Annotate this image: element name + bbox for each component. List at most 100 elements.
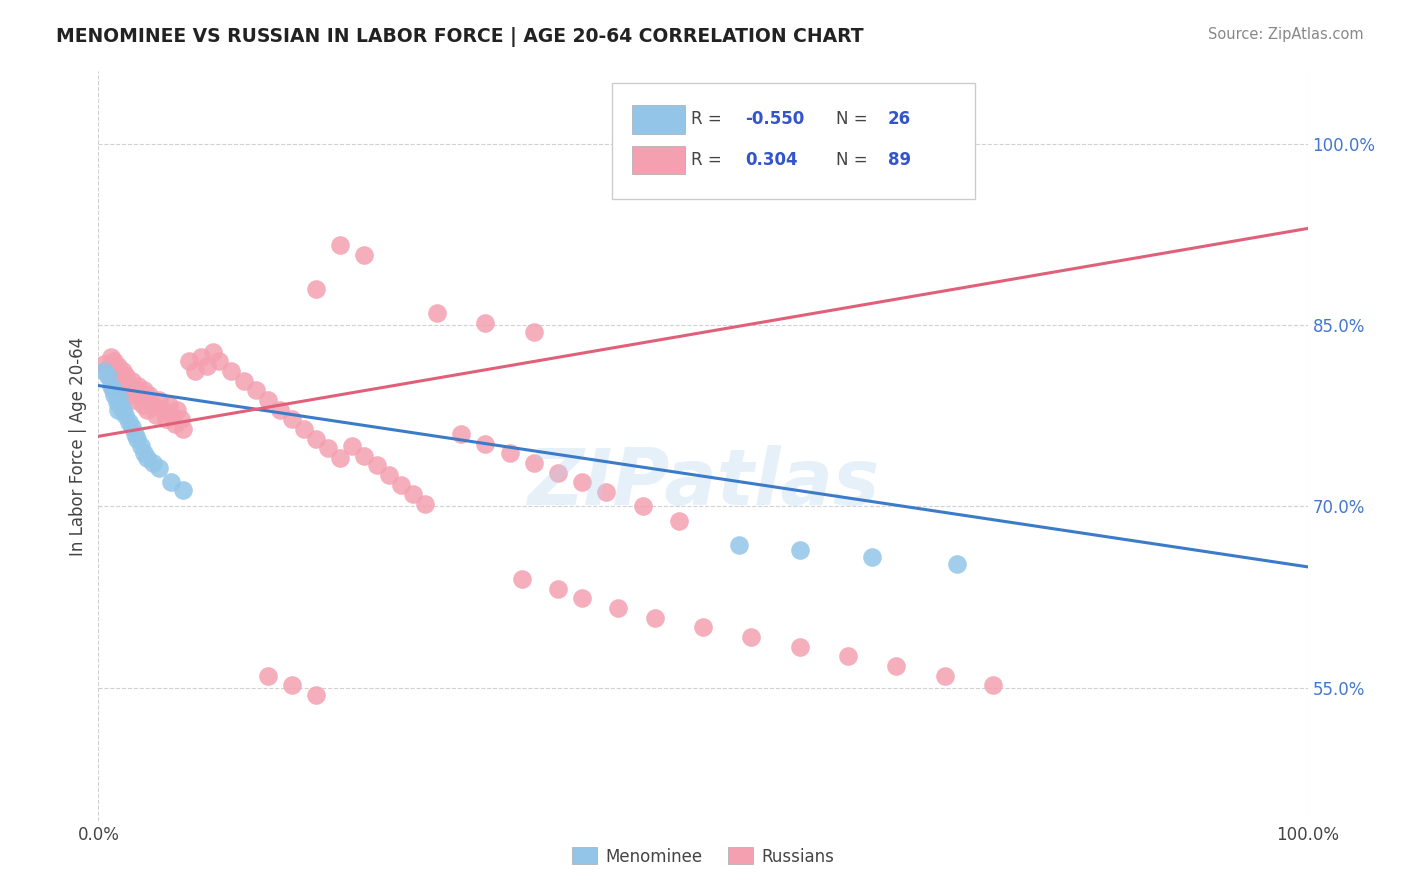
Point	[121, 419, 143, 434]
Point	[510, 572, 533, 586]
Point	[631, 500, 654, 514]
Point	[107, 359, 129, 374]
Point	[946, 558, 969, 572]
Point	[547, 466, 569, 480]
Point	[305, 282, 328, 296]
Point	[103, 354, 125, 368]
Point	[329, 238, 352, 252]
Point	[157, 398, 180, 412]
Point	[305, 688, 328, 702]
Point	[108, 398, 131, 412]
Point	[148, 460, 170, 475]
Point	[837, 649, 859, 664]
Point	[155, 412, 177, 426]
Point	[160, 408, 183, 422]
Text: ZIPatlas: ZIPatlas	[527, 445, 879, 522]
Point	[108, 378, 131, 392]
Point	[571, 475, 593, 490]
Point	[101, 384, 124, 398]
Y-axis label: In Labor Force | Age 20-64: In Labor Force | Age 20-64	[69, 336, 87, 556]
FancyBboxPatch shape	[631, 105, 685, 134]
Point	[127, 384, 149, 398]
Point	[195, 359, 218, 374]
Point	[232, 374, 254, 388]
Point	[96, 361, 118, 376]
Point	[115, 368, 138, 383]
Point	[135, 451, 157, 466]
Point	[329, 451, 352, 466]
Point	[129, 388, 152, 402]
Point	[245, 384, 267, 398]
Text: 0.304: 0.304	[745, 151, 799, 169]
Point	[129, 439, 152, 453]
Point	[281, 412, 304, 426]
Point	[105, 395, 128, 409]
Point	[111, 364, 134, 378]
Point	[316, 442, 339, 456]
Point	[101, 364, 124, 378]
Point	[353, 449, 375, 463]
Point	[789, 543, 811, 558]
Point	[342, 439, 364, 453]
Point	[571, 591, 593, 606]
Point	[127, 432, 149, 446]
Point	[305, 432, 328, 446]
Point	[789, 640, 811, 654]
Point	[256, 668, 278, 682]
Point	[179, 354, 201, 368]
Point	[163, 417, 186, 432]
Point	[134, 446, 156, 460]
Point	[111, 402, 134, 417]
Point	[107, 402, 129, 417]
Text: 26: 26	[889, 111, 911, 128]
Point	[281, 678, 304, 692]
Point	[644, 610, 666, 624]
Point	[108, 374, 131, 388]
Point	[256, 393, 278, 408]
Legend: Menominee, Russians: Menominee, Russians	[565, 841, 841, 872]
Point	[142, 456, 165, 470]
Point	[934, 668, 956, 682]
Point	[728, 538, 751, 552]
Point	[474, 436, 496, 450]
Text: N =: N =	[837, 111, 868, 128]
Point	[607, 601, 630, 615]
Point	[221, 364, 243, 378]
Point	[145, 408, 167, 422]
Point	[120, 388, 142, 402]
FancyBboxPatch shape	[631, 145, 685, 174]
Text: N =: N =	[837, 151, 868, 169]
Point	[103, 388, 125, 402]
Point	[172, 422, 194, 436]
Text: 89: 89	[889, 151, 911, 169]
Point	[118, 415, 141, 429]
Point	[498, 446, 520, 460]
Point	[100, 350, 122, 364]
Point	[190, 350, 212, 364]
Point	[127, 378, 149, 392]
Point	[426, 306, 449, 320]
Point	[474, 316, 496, 330]
Text: -0.550: -0.550	[745, 111, 804, 128]
Point	[97, 368, 120, 383]
Point	[100, 378, 122, 392]
Point	[169, 412, 191, 426]
Point	[135, 402, 157, 417]
Point	[377, 468, 399, 483]
Point	[740, 630, 762, 644]
Point	[138, 388, 160, 402]
Point	[886, 659, 908, 673]
FancyBboxPatch shape	[613, 83, 976, 199]
Text: Source: ZipAtlas.com: Source: ZipAtlas.com	[1208, 27, 1364, 42]
Point	[172, 483, 194, 497]
Text: R =: R =	[690, 151, 721, 169]
Point	[208, 354, 231, 368]
Point	[132, 398, 155, 412]
Point	[160, 475, 183, 490]
Text: R =: R =	[690, 111, 721, 128]
Point	[202, 344, 225, 359]
Point	[148, 393, 170, 408]
Point	[692, 620, 714, 634]
Text: MENOMINEE VS RUSSIAN IN LABOR FORCE | AGE 20-64 CORRELATION CHART: MENOMINEE VS RUSSIAN IN LABOR FORCE | AG…	[56, 27, 863, 46]
Point	[184, 364, 207, 378]
